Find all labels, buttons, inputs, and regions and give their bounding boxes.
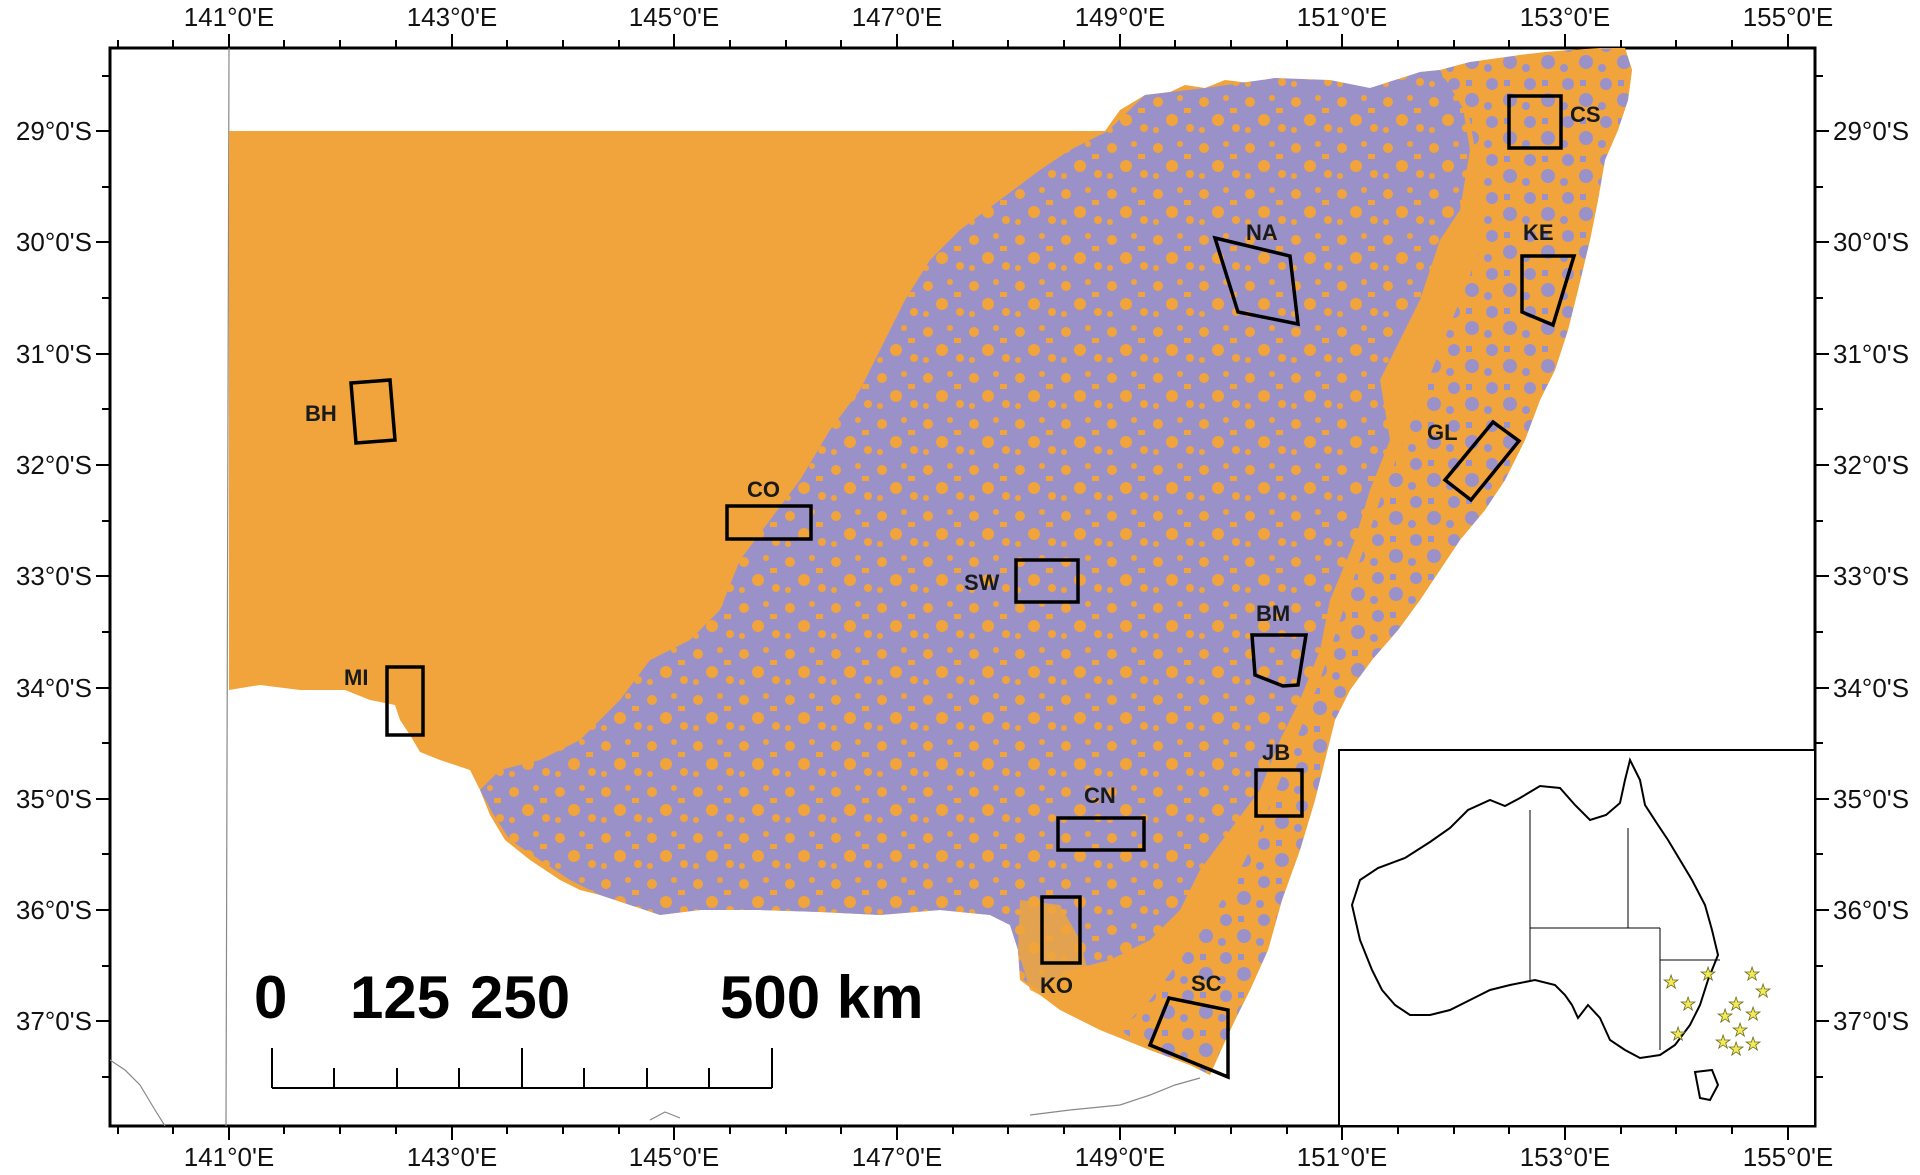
nsw-region-purple [480,70,1470,990]
site-box-cn [1056,816,1146,852]
left-axis-label: 30°0'S [16,227,92,257]
site-label: CN [1084,783,1116,808]
site-label: NA [1246,220,1278,245]
site-label: CO [747,477,780,502]
top-axis-label: 153°0'E [1520,2,1611,32]
right-axis-label: 36°0'S [1833,895,1909,925]
right-axis-label: 32°0'S [1833,450,1909,480]
star-icon: ★ [1717,1006,1733,1027]
star-icon: ★ [1745,1004,1761,1025]
scale-label-500: 500 km [720,964,924,1031]
inset-state-borders [1529,810,1720,1050]
bottom-axis-label: 143°0'E [407,1142,498,1172]
top-axis-label: 149°0'E [1075,2,1166,32]
site-box-ke [1520,254,1577,328]
right-axis-label: 31°0'S [1833,339,1909,369]
map-body: CS NA KE BH GL CO SW BM MI JB CN KO SC 0… [110,48,1815,1126]
scale-label-125: 125 [350,964,450,1031]
site-label: SC [1191,971,1222,996]
victoria-coastline [110,1059,1201,1126]
star-icon: ★ [1728,1039,1744,1060]
australia-outline [1350,757,1720,1060]
right-axis-label: 33°0'S [1833,561,1909,591]
left-axis-label: 33°0'S [16,561,92,591]
site-label: GL [1427,420,1458,445]
scale-bar: 0 125 250 500 km [254,964,924,1089]
top-axis-label: 141°0'E [184,2,275,32]
left-axis-label: 36°0'S [16,895,92,925]
inset-star-markers: ★ ★ ★ ★ ★ ★ ★ ★ ★ ★ ★ ★ ★ [1663,964,1772,1061]
left-axis-label: 32°0'S [16,450,92,480]
site-label: KO [1040,973,1073,998]
bottom-axis-label: 153°0'E [1520,1142,1611,1172]
bottom-axis-label: 149°0'E [1075,1142,1166,1172]
left-axis-label: 29°0'S [16,116,92,146]
star-icon: ★ [1715,1032,1731,1053]
left-axis-label: 37°0'S [16,1006,92,1036]
site-box-na [1212,235,1301,327]
top-axis-label: 155°0'E [1743,2,1834,32]
scale-label-250: 250 [470,964,570,1031]
site-label: JB [1262,740,1290,765]
top-axis-labels: 141°0'E 143°0'E 145°0'E 147°0'E 149°0'E … [184,2,1834,32]
right-axis-label: 34°0'S [1833,673,1909,703]
state-border-vertical [225,48,230,1126]
bottom-axis-label: 145°0'E [629,1142,720,1172]
star-icon: ★ [1680,994,1696,1015]
site-polygons [349,94,1577,1080]
left-axis-labels: 29°0'S 30°0'S 31°0'S 32°0'S 33°0'S 34°0'… [16,116,92,1036]
nsw-coastal-orange [1120,48,1632,1075]
site-label: CS [1570,102,1601,127]
site-box-sc [1147,995,1230,1080]
bottom-axis-label: 147°0'E [852,1142,943,1172]
bottom-axis-label: 141°0'E [184,1142,275,1172]
site-box-co [725,504,813,541]
star-icon: ★ [1755,981,1771,1002]
site-box-cs [1507,94,1563,150]
nsw-south-orange [1018,900,1090,1005]
right-axis-label: 30°0'S [1833,227,1909,257]
scale-label-0: 0 [254,964,287,1031]
left-axis-label: 34°0'S [16,673,92,703]
star-icon: ★ [1744,964,1760,985]
site-box-mi [385,665,425,737]
top-axis-label: 151°0'E [1297,2,1388,32]
site-label: BH [305,401,337,426]
site-box-jb [1254,768,1304,818]
inset-map: ★ ★ ★ ★ ★ ★ ★ ★ ★ ★ ★ ★ ★ [1338,749,1815,1126]
site-label: BM [1256,601,1290,626]
bottom-axis-label: 151°0'E [1297,1142,1388,1172]
site-label: SW [964,570,1000,595]
site-box-sw [1014,558,1080,604]
site-box-bm [1250,633,1309,688]
right-axis-label: 35°0'S [1833,784,1909,814]
right-axis-label: 37°0'S [1833,1006,1909,1036]
star-icon: ★ [1728,994,1744,1015]
right-axis-labels: 29°0'S 30°0'S 31°0'S 32°0'S 33°0'S 34°0'… [1833,116,1909,1036]
star-icon: ★ [1663,972,1679,993]
bottom-axis-label: 155°0'E [1743,1142,1834,1172]
bottom-axis-labels: 141°0'E 143°0'E 145°0'E 147°0'E 149°0'E … [184,1142,1834,1172]
site-label: MI [344,665,368,690]
axis-ticks [96,34,1829,1140]
star-icon: ★ [1745,1034,1761,1055]
star-icon: ★ [1700,964,1716,985]
site-box-gl [1442,419,1522,503]
right-axis-label: 29°0'S [1833,116,1909,146]
inset-frame [1338,749,1815,1126]
site-box-ko [1040,895,1082,965]
site-label: KE [1523,220,1554,245]
star-icon: ★ [1732,1020,1748,1041]
left-axis-label: 31°0'S [16,339,92,369]
star-icon: ★ [1670,1024,1686,1045]
top-axis-label: 143°0'E [407,2,498,32]
top-axis-label: 147°0'E [852,2,943,32]
top-axis-label: 145°0'E [629,2,720,32]
site-box-bh [349,378,397,445]
site-labels: CS NA KE BH GL CO SW BM MI JB CN KO SC [305,102,1601,998]
tasmania-outline [1693,1068,1720,1102]
left-axis-label: 35°0'S [16,784,92,814]
